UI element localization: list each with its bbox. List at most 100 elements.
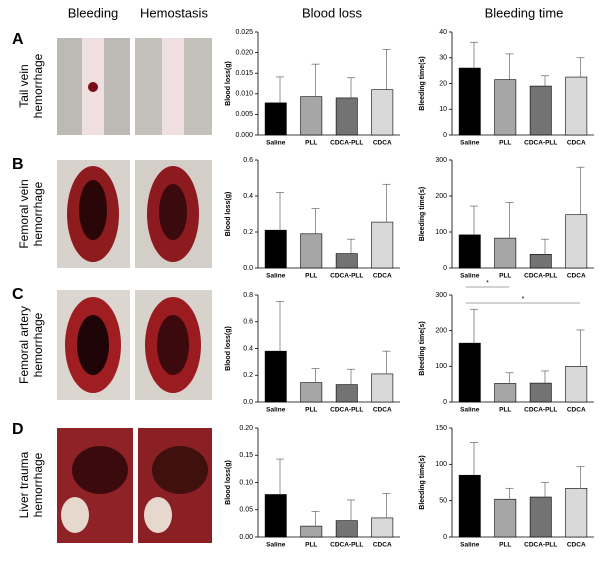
error-bar	[276, 458, 285, 495]
error-bar	[276, 301, 285, 352]
error-bar	[382, 48, 391, 90]
x-tick-label: CDCA-PLL	[524, 542, 557, 549]
y-tick-label: 0.0	[243, 399, 253, 406]
bar	[300, 96, 323, 136]
y-axis-label: Bleeding time(s)	[419, 321, 426, 375]
x-tick-label: CDCA	[567, 273, 586, 280]
y-tick-label: 0.005	[235, 111, 253, 118]
y-axis-label: Blood loss(g)	[225, 326, 232, 371]
x-tick-label: CDCA-PLL	[524, 140, 557, 147]
x-tick-label: PLL	[305, 542, 317, 549]
panel-letter: C	[12, 286, 24, 303]
y-tick-label: 300	[435, 157, 447, 164]
x-tick-label: PLL	[499, 140, 511, 147]
error-bar	[276, 192, 285, 231]
error-bar	[541, 238, 550, 255]
bar	[371, 221, 394, 269]
bar	[264, 494, 287, 538]
y-tick-label: 0.020	[235, 49, 253, 56]
photo-detail	[79, 180, 107, 240]
x-tick-label: CDCA	[373, 273, 392, 280]
row-label: hemorrhage	[31, 53, 45, 118]
error-bar	[311, 511, 320, 527]
y-tick-label: 300	[435, 292, 447, 299]
x-tick-label: Saline	[266, 542, 286, 549]
bar	[458, 342, 481, 403]
row-label: Liver trauma	[17, 451, 31, 518]
x-tick-label: Saline	[460, 140, 480, 147]
x-tick-label: CDCA-PLL	[524, 273, 557, 280]
bar	[494, 383, 517, 403]
x-tick-label: PLL	[305, 140, 317, 147]
photo-detail	[157, 315, 189, 375]
significance-label: *	[522, 296, 525, 303]
photo-detail	[72, 446, 128, 494]
bar	[494, 79, 517, 136]
y-tick-label: 50	[439, 498, 447, 505]
bar	[529, 382, 552, 403]
bar	[335, 384, 358, 403]
x-tick-label: CDCA	[373, 407, 392, 414]
error-bar	[276, 76, 285, 103]
y-tick-label: 0.2	[243, 229, 253, 236]
bar	[458, 234, 481, 269]
column-header: Bleeding time	[485, 5, 564, 20]
x-tick-label: Saline	[460, 407, 480, 414]
photo-detail	[144, 497, 172, 533]
bar	[335, 520, 358, 538]
photo-detail	[152, 446, 208, 494]
error-bar	[470, 308, 479, 344]
y-tick-label: 0.15	[239, 452, 253, 459]
y-tick-label: 0.6	[243, 319, 253, 326]
panel-letter: D	[12, 421, 24, 438]
photo-detail	[159, 184, 187, 240]
error-bar	[505, 53, 514, 80]
y-axis-label: Bleeding time(s)	[419, 455, 426, 509]
bar	[494, 498, 517, 538]
row-label: hemorrhage	[31, 181, 45, 246]
row-label: Femoral vein	[17, 179, 31, 248]
error-bar	[382, 183, 391, 223]
y-tick-label: 0.4	[243, 193, 253, 200]
error-bar	[576, 166, 585, 215]
row-label: hemorrhage	[31, 312, 45, 377]
x-tick-label: PLL	[499, 407, 511, 414]
error-bar	[470, 41, 479, 69]
photo-detail	[162, 38, 184, 135]
x-tick-label: PLL	[499, 542, 511, 549]
bar	[565, 76, 588, 136]
bar	[458, 67, 481, 136]
y-tick-label: 0.6	[243, 157, 253, 164]
y-tick-label: 0.025	[235, 29, 253, 36]
y-axis-label: Blood loss(g)	[225, 460, 232, 505]
y-axis-label: Blood loss(g)	[225, 192, 232, 237]
error-bar	[347, 368, 356, 385]
bar	[529, 496, 552, 538]
photo-detail	[61, 497, 89, 533]
row-label: hemorrhage	[31, 452, 45, 517]
panel-letter: A	[12, 31, 24, 48]
bar	[300, 525, 323, 538]
x-tick-label: PLL	[499, 273, 511, 280]
error-bar	[347, 238, 356, 254]
bar	[565, 366, 588, 403]
error-bar	[576, 57, 585, 78]
error-bar	[470, 442, 479, 476]
x-tick-label: CDCA-PLL	[330, 542, 363, 549]
column-header: Hemostasis	[140, 5, 208, 20]
y-tick-label: 0.10	[239, 479, 253, 486]
error-bar	[505, 487, 514, 500]
significance-label: *	[486, 280, 489, 287]
bar	[335, 97, 358, 136]
column-header: Blood loss	[302, 5, 362, 20]
x-tick-label: CDCA	[567, 542, 586, 549]
y-tick-label: 100	[435, 363, 447, 370]
panel-letter: B	[12, 156, 24, 173]
bar	[264, 350, 287, 403]
bar	[300, 233, 323, 269]
photo-detail	[77, 315, 109, 375]
bar	[300, 382, 323, 403]
y-tick-label: 0.0	[243, 265, 253, 272]
x-tick-label: Saline	[266, 273, 286, 280]
